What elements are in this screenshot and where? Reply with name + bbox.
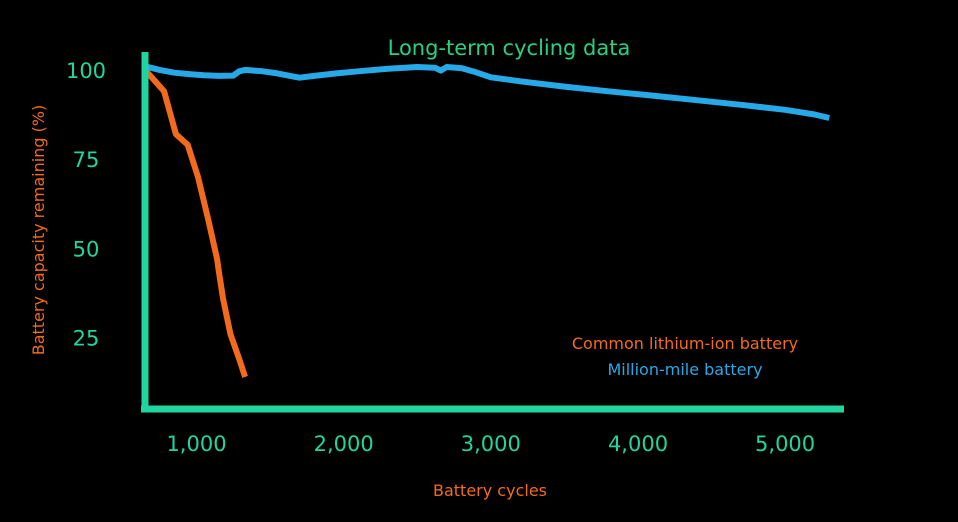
y-tick-label: 100 bbox=[66, 59, 106, 83]
chart-title: Long-term cycling data bbox=[388, 36, 631, 60]
x-tick-labels: 1,000 2,000 3,000 4,000 5,000 bbox=[166, 432, 815, 456]
x-tick-label: 1,000 bbox=[166, 432, 226, 456]
x-tick-label: 4,000 bbox=[608, 432, 668, 456]
x-tick-label: 3,000 bbox=[461, 432, 521, 456]
y-tick-label: 50 bbox=[73, 237, 100, 261]
legend-label-million-mile: Million-mile battery bbox=[607, 360, 762, 379]
x-axis-title: Battery cycles bbox=[433, 481, 547, 500]
series-layer bbox=[142, 63, 830, 378]
series-line-common-lithium-ion bbox=[142, 67, 248, 378]
y-tick-label: 25 bbox=[73, 327, 100, 351]
x-tick-label: 2,000 bbox=[314, 432, 374, 456]
series-line-million-mile bbox=[144, 63, 830, 121]
y-axis-title: Battery capacity remaining (%) bbox=[29, 105, 48, 356]
legend-label-common-lithium-ion: Common lithium-ion battery bbox=[572, 334, 798, 353]
x-tick-label: 5,000 bbox=[755, 432, 815, 456]
y-tick-labels: 100 75 50 25 bbox=[66, 59, 106, 351]
y-tick-label: 75 bbox=[73, 148, 100, 172]
